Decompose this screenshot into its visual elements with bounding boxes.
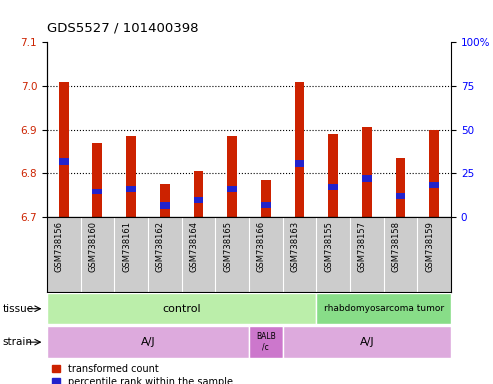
Bar (362, 127, 372, 217)
Legend: transformed count, percentile rank within the sample: transformed count, percentile rank withi… (52, 364, 233, 384)
Text: BALB
/c: BALB /c (256, 333, 276, 352)
Text: rhabdomyosarcoma tumor: rhabdomyosarcoma tumor (324, 304, 444, 313)
Text: GSM738159: GSM738159 (425, 221, 434, 271)
Bar (328, 184, 338, 190)
Bar (429, 129, 439, 217)
Text: control: control (162, 304, 201, 314)
Bar (194, 171, 203, 217)
Bar (261, 202, 271, 208)
Bar (295, 81, 304, 217)
Bar (59, 158, 69, 165)
Bar (317, 293, 451, 324)
Text: GSM738166: GSM738166 (257, 221, 266, 272)
Bar (227, 186, 237, 192)
Bar (194, 197, 203, 203)
Bar (396, 193, 405, 199)
Bar (59, 81, 69, 217)
Bar (93, 143, 102, 217)
Text: A/J: A/J (141, 337, 155, 347)
Text: GSM738161: GSM738161 (122, 221, 131, 272)
Bar (396, 158, 405, 217)
Bar (328, 134, 338, 217)
Text: strain: strain (2, 337, 33, 347)
Text: GSM738165: GSM738165 (223, 221, 232, 272)
Bar (47, 293, 317, 324)
Bar (227, 136, 237, 217)
Bar (362, 175, 372, 182)
Text: GDS5527 / 101400398: GDS5527 / 101400398 (47, 21, 198, 34)
Text: GSM738156: GSM738156 (55, 221, 64, 272)
Text: GSM738162: GSM738162 (156, 221, 165, 272)
Text: tissue: tissue (2, 304, 34, 314)
Bar (47, 326, 249, 358)
Bar (282, 326, 451, 358)
Text: GSM738158: GSM738158 (391, 221, 400, 272)
Text: GSM738157: GSM738157 (358, 221, 367, 272)
Text: GSM738163: GSM738163 (290, 221, 300, 272)
Bar (160, 202, 170, 209)
Text: GSM738155: GSM738155 (324, 221, 333, 271)
Bar (429, 182, 439, 188)
Bar (126, 136, 136, 217)
Bar (249, 326, 282, 358)
Bar (160, 184, 170, 217)
Text: A/J: A/J (359, 337, 374, 347)
Text: GSM738160: GSM738160 (88, 221, 98, 272)
Bar (93, 189, 102, 194)
Bar (126, 186, 136, 192)
Bar (295, 160, 304, 167)
Text: GSM738164: GSM738164 (189, 221, 198, 272)
Bar (261, 180, 271, 217)
